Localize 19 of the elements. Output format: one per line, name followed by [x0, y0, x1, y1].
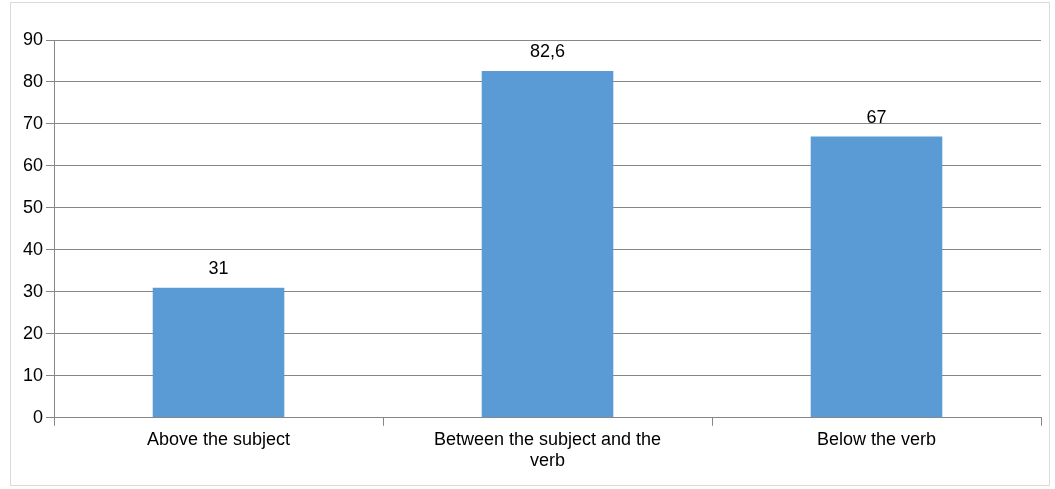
data-label: 82,6 [529, 41, 566, 62]
data-label: 67 [866, 106, 887, 127]
y-tick-label: 60 [22, 154, 44, 175]
x-tick-label: Between the subject and the verb [433, 428, 662, 471]
x-tick-label: Below the verb [816, 428, 937, 449]
y-tick-label: 0 [33, 406, 44, 427]
y-tick-label: 90 [22, 28, 44, 49]
bar [152, 287, 285, 418]
y-tick-label: 80 [22, 70, 44, 91]
bar [810, 136, 943, 418]
y-tick-label: 10 [22, 364, 44, 385]
y-tick-label: 40 [22, 238, 44, 259]
x-tick-label: Above the subject [146, 428, 291, 449]
data-label: 31 [208, 257, 229, 278]
y-tick-label: 20 [22, 322, 44, 343]
y-tick-label: 50 [22, 196, 44, 217]
y-tick-label: 70 [22, 112, 44, 133]
bar [481, 71, 614, 418]
y-tick-label: 30 [22, 280, 44, 301]
